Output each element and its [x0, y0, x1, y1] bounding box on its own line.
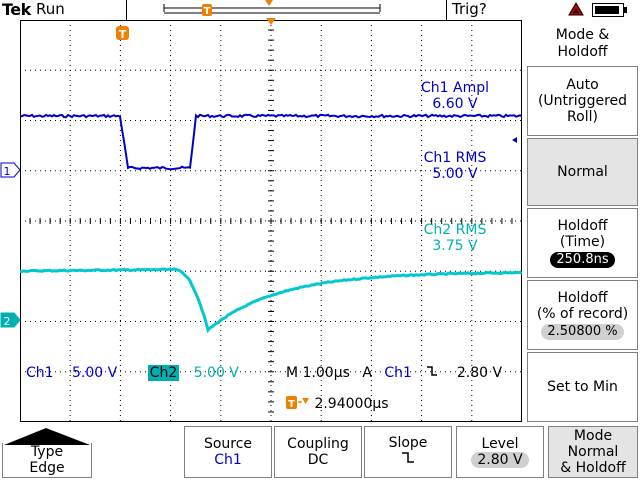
holdoff-time-value: 250.8ns [550, 252, 615, 268]
trigger-source: Ch1 [384, 365, 412, 381]
holdoff-time-button[interactable]: Holdoff (Time) 250.8ns [527, 208, 638, 278]
ch1-rms-label: Ch1 RMS [423, 150, 487, 166]
svg-text:2: 2 [4, 315, 11, 328]
ch1-scale: 5.00 V [72, 365, 118, 381]
center-marker [266, 18, 276, 25]
ch2-rms-value: 3.75 V [432, 238, 478, 254]
set-to-min-button[interactable]: Set to Min [527, 352, 638, 422]
normal-mode-button[interactable]: Normal [527, 138, 638, 206]
ch2-rms-readout: Ch2 RMS 3.75 V [400, 222, 510, 254]
auto-untriggered-roll-button[interactable]: Auto (Untriggered Roll) [527, 66, 638, 136]
trigger-level: 2.80 V [456, 365, 503, 381]
holdoff-percent-button[interactable]: Holdoff (% of record) 2.50800 % [527, 280, 638, 350]
ch2-waveform [20, 267, 522, 334]
ch2-scale: 5.00 V [193, 365, 239, 381]
separator [126, 0, 127, 20]
channel-status-line: Ch1 5.00 V Ch2 5.00 V [26, 365, 239, 381]
ch1-ground-marker[interactable]: 1 [0, 162, 22, 178]
trigger-coupling-button[interactable]: Coupling DC [274, 426, 362, 478]
ch1-ampl-readout: Ch1 Ampl 6.60 V [400, 80, 510, 112]
ch1-ampl-value: 6.60 V [432, 96, 478, 112]
holdoff-percent-value: 2.50800 % [541, 324, 624, 340]
svg-text:1: 1 [4, 165, 11, 178]
side-menu-title: Mode & Holdoff [555, 27, 610, 60]
ch1-rms-readout: Ch1 RMS 5.00 V [400, 150, 510, 182]
trigger-type-button[interactable]: Type Edge [2, 426, 92, 478]
ch2-ground-marker[interactable]: 2 [0, 312, 22, 328]
ch2-rms-label: Ch2 RMS [423, 222, 487, 238]
menu-tab-icon [4, 428, 90, 445]
ch1-waveform [20, 113, 522, 171]
bottom-menu: Type Edge Source Ch1 Coupling DC Slope L… [0, 424, 640, 480]
battery-icon [592, 3, 627, 17]
trigger-position: 2.94000µs [314, 396, 389, 412]
ch2-label: Ch2 [147, 365, 180, 381]
timebase-status: M 1.00µs A Ch1 2.80 V [286, 365, 502, 381]
warning-icon [568, 2, 584, 16]
trigger-status: Trig? [452, 0, 487, 18]
ch1-rms-value: 5.00 V [432, 166, 478, 182]
mode-holdoff-button[interactable]: Mode Normal & Holdoff [548, 426, 638, 478]
falling-slope-icon [426, 365, 438, 381]
ch1-trigger-level-marker [512, 137, 517, 143]
trigger-position-readout: T 2.94000µs [286, 396, 389, 412]
trigger-mode: A [362, 365, 372, 381]
svg-text:T: T [288, 399, 295, 410]
record-view-bar: T [163, 0, 381, 17]
acquisition-state: Run [36, 0, 65, 18]
separator [446, 0, 447, 20]
trigger-position-marker: T [116, 26, 129, 41]
brand-logo: Tek [2, 0, 31, 19]
trigger-level-button[interactable]: Level 2.80 V [456, 426, 544, 478]
trigger-slope-button[interactable]: Slope [364, 426, 452, 478]
svg-text:T: T [119, 28, 127, 41]
timebase: M 1.00µs [286, 365, 350, 381]
ch1-ampl-label: Ch1 Ampl [421, 80, 489, 96]
trigger-level-value: 2.80 V [471, 452, 529, 468]
ch1-label: Ch1 [26, 365, 54, 381]
trigger-source-button[interactable]: Source Ch1 [184, 426, 272, 478]
center-ticks [20, 20, 522, 422]
trigger-offset-icon: T [286, 396, 309, 410]
status-bar: Tek Run T Trig? [0, 0, 640, 22]
falling-slope-icon [365, 451, 451, 469]
svg-text:T: T [204, 6, 211, 17]
